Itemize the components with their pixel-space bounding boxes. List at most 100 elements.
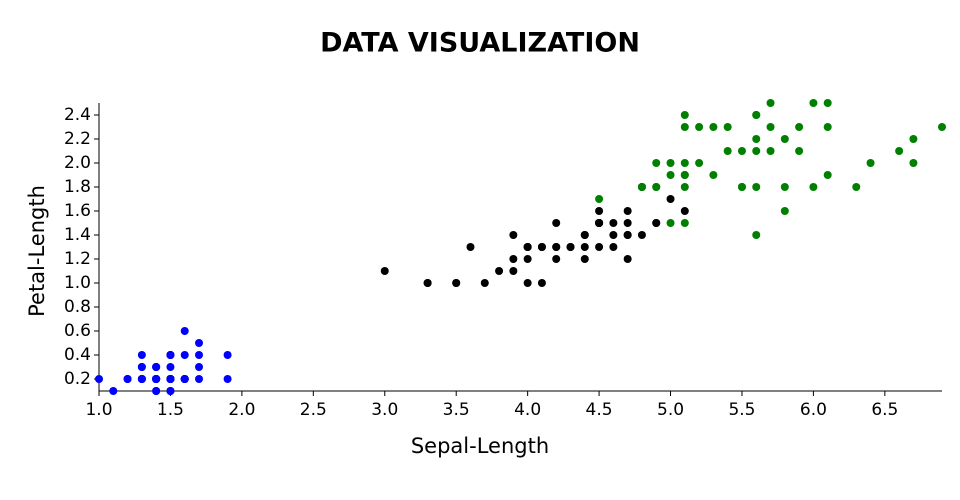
x-tick-label: 3.0 [371,400,398,420]
x-tick-label: 5.0 [657,400,684,420]
y-tick-label: 1.4 [64,225,91,245]
point [466,243,475,251]
point [166,351,175,359]
point [109,387,118,395]
point [152,375,161,383]
point [509,231,518,239]
point [166,375,175,383]
point [609,243,618,251]
point [709,171,718,179]
point [523,255,532,263]
point [537,243,546,251]
y-tick-label: 0.8 [64,297,91,317]
y-tick-label: 0.4 [64,345,91,365]
point [595,207,604,215]
y-tick-label: 2.2 [64,129,91,149]
y-tick-label: 1.6 [64,201,91,221]
x-tick-label: 3.5 [443,400,470,420]
x-tick-label: 1.0 [85,400,112,420]
y-tick-label: 1.0 [64,273,91,293]
point [909,135,918,143]
point [780,207,789,215]
point [195,339,204,347]
point [480,279,489,287]
point [795,123,804,131]
point [652,183,661,191]
point [509,267,518,275]
point [552,219,561,227]
point [195,375,204,383]
point [780,183,789,191]
point [509,255,518,263]
x-tick-label: 2.0 [228,400,255,420]
point [795,147,804,155]
point [623,231,632,239]
x-tick-label: 2.5 [300,400,327,420]
point [809,99,818,107]
point [495,267,504,275]
x-tick-label: 6.0 [800,400,827,420]
point [152,363,161,371]
point [695,159,704,167]
point [666,195,675,203]
point [823,123,832,131]
point [552,243,561,251]
point [180,375,189,383]
point [180,351,189,359]
point [452,279,461,287]
point [680,171,689,179]
point [895,147,904,155]
point [752,111,761,119]
point [852,183,861,191]
point [637,231,646,239]
y-tick-label: 1.2 [64,249,91,269]
point [580,243,589,251]
x-axis-title: Sepal-Length [411,434,549,458]
point [623,255,632,263]
point [752,183,761,191]
x-tick-label: 1.5 [157,400,184,420]
point [423,279,432,287]
point [766,99,775,107]
point [609,219,618,227]
point [680,123,689,131]
point [752,135,761,143]
point [152,387,161,395]
y-tick-label: 2.0 [64,153,91,173]
y-tick-label: 2.4 [64,105,91,125]
point [137,363,146,371]
point [195,351,204,359]
point [580,231,589,239]
point [866,159,875,167]
point [652,159,661,167]
point [680,207,689,215]
point [223,375,232,383]
point [680,159,689,167]
point [823,171,832,179]
point [595,219,604,227]
point [809,183,818,191]
point [609,231,618,239]
point [223,351,232,359]
point [566,243,575,251]
point [723,123,732,131]
x-tick-label: 6.5 [871,400,898,420]
y-tick-label: 1.8 [64,177,91,197]
point [752,231,761,239]
point [137,351,146,359]
y-axis-title: Petal-Length [25,185,49,317]
point [595,243,604,251]
point [166,363,175,371]
point [752,147,761,155]
point [380,267,389,275]
point [766,123,775,131]
point [552,255,561,263]
point [666,159,675,167]
point [909,159,918,167]
point [95,375,103,383]
x-tick-label: 4.5 [586,400,613,420]
point [523,243,532,251]
point [195,363,204,371]
point [666,171,675,179]
